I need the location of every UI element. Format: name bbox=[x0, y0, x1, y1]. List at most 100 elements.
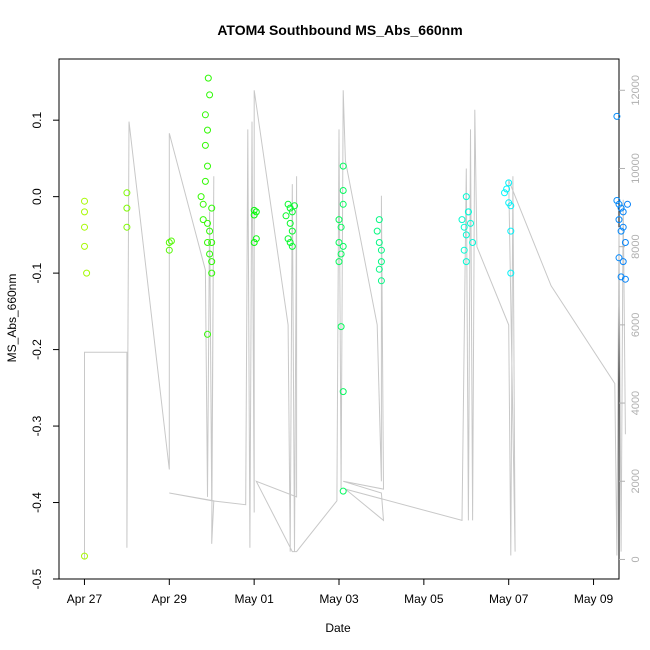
data-point bbox=[81, 242, 88, 250]
y-axis-label: MS_Abs_660nm bbox=[5, 274, 19, 363]
y-tick-label: -0.5 bbox=[30, 568, 44, 589]
data-point bbox=[206, 91, 214, 99]
data-point bbox=[613, 112, 621, 120]
data-point bbox=[337, 323, 345, 331]
data-point bbox=[507, 227, 515, 235]
data-point bbox=[252, 235, 260, 243]
data-point bbox=[335, 258, 343, 266]
data-point bbox=[621, 239, 629, 246]
y2-tick-label: 4000 bbox=[630, 391, 642, 415]
data-point bbox=[204, 126, 211, 134]
x-axis: Apr 27 Apr 29 May 01 May 03 May 05 May 07 May … bbox=[67, 579, 614, 606]
y-tick-label: -0.3 bbox=[30, 415, 44, 436]
data-point bbox=[375, 265, 383, 273]
data-point bbox=[288, 242, 296, 250]
data-point bbox=[81, 552, 88, 560]
data-point bbox=[460, 246, 468, 254]
y2-tick-label: 8000 bbox=[630, 234, 642, 258]
secondary-series-layer bbox=[84, 90, 626, 560]
data-point bbox=[505, 199, 513, 207]
y-tick-label: -0.1 bbox=[30, 262, 44, 283]
data-point bbox=[377, 277, 385, 285]
y-axis-left: -0.5 -0.4 -0.3 -0.2 -0.1 0.0 0.1 bbox=[30, 112, 59, 589]
data-point bbox=[503, 185, 511, 193]
data-point bbox=[375, 239, 383, 246]
data-point bbox=[123, 204, 131, 212]
data-point bbox=[288, 227, 296, 235]
data-point bbox=[505, 179, 513, 187]
data-point bbox=[615, 200, 623, 208]
data-point bbox=[286, 219, 294, 227]
data-point bbox=[617, 227, 625, 235]
data-point bbox=[199, 200, 207, 208]
data-point bbox=[201, 141, 209, 149]
data-point bbox=[250, 206, 258, 214]
x-tick-label: Apr 27 bbox=[67, 592, 103, 606]
data-point bbox=[375, 216, 383, 224]
data-point bbox=[339, 388, 347, 396]
data-point bbox=[165, 239, 173, 246]
data-point bbox=[206, 250, 214, 258]
points-layer bbox=[81, 74, 631, 560]
data-point bbox=[621, 275, 629, 283]
data-point bbox=[462, 231, 470, 239]
data-point bbox=[284, 200, 292, 208]
y2-tick-label: 10000 bbox=[630, 153, 642, 184]
data-point bbox=[204, 330, 211, 338]
y-tick-label: 0.1 bbox=[30, 112, 44, 129]
data-point bbox=[501, 189, 508, 197]
data-point bbox=[624, 200, 631, 208]
data-point bbox=[204, 219, 211, 227]
data-point bbox=[291, 202, 298, 210]
data-point bbox=[507, 269, 515, 277]
data-point bbox=[373, 227, 381, 235]
data-point bbox=[337, 250, 345, 258]
data-point bbox=[201, 177, 209, 185]
data-point bbox=[81, 223, 88, 231]
data-point bbox=[617, 204, 625, 212]
data-point bbox=[81, 208, 88, 216]
data-point bbox=[619, 223, 627, 231]
data-point bbox=[469, 239, 477, 246]
data-point bbox=[462, 258, 470, 266]
data-point bbox=[458, 216, 466, 224]
x-tick-label: May 01 bbox=[234, 592, 274, 606]
data-point bbox=[615, 216, 623, 224]
data-point bbox=[201, 111, 209, 119]
y-tick-label: -0.4 bbox=[30, 492, 44, 513]
data-point bbox=[613, 197, 621, 204]
data-point bbox=[339, 187, 347, 194]
data-point bbox=[208, 239, 216, 246]
data-point bbox=[377, 258, 385, 266]
data-point bbox=[619, 258, 627, 266]
data-point bbox=[615, 254, 623, 262]
data-point bbox=[204, 239, 211, 246]
data-point bbox=[339, 200, 347, 208]
x-tick-label: May 05 bbox=[404, 592, 444, 606]
y2-tick-label: 12000 bbox=[630, 75, 642, 106]
data-point bbox=[199, 216, 207, 224]
data-point bbox=[335, 239, 343, 246]
x-tick-label: Apr 29 bbox=[152, 592, 188, 606]
data-point bbox=[81, 197, 88, 205]
data-point bbox=[167, 237, 175, 245]
data-point bbox=[284, 235, 292, 243]
x-tick-label: May 09 bbox=[574, 592, 614, 606]
data-point bbox=[619, 208, 627, 216]
data-point bbox=[123, 223, 131, 231]
data-point bbox=[460, 223, 468, 231]
y-tick-label: -0.2 bbox=[30, 339, 44, 360]
data-point bbox=[250, 211, 258, 219]
y2-tick-label: 6000 bbox=[630, 313, 642, 337]
y2-tick-label: 0 bbox=[630, 556, 642, 562]
y-axis-right: 0 2000 4000 6000 8000 10000 12000 bbox=[619, 75, 642, 563]
secondary-line bbox=[84, 90, 626, 560]
data-point bbox=[335, 216, 343, 224]
data-point bbox=[208, 258, 216, 266]
data-point bbox=[197, 193, 205, 201]
data-point bbox=[282, 212, 290, 220]
data-point bbox=[339, 242, 347, 250]
data-point bbox=[83, 269, 91, 277]
